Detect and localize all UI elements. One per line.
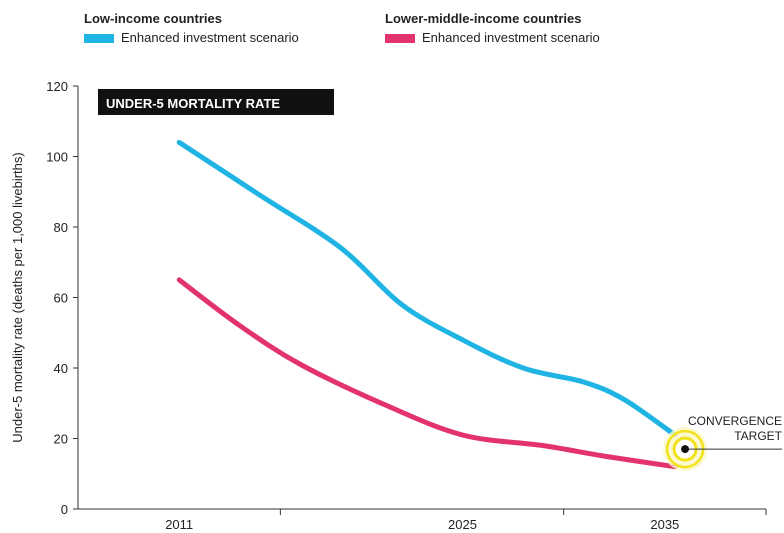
- y-tick-label: 60: [54, 291, 68, 306]
- y-tick-label: 120: [46, 79, 68, 94]
- legend-swatch-pink: [385, 33, 415, 43]
- legend-label: Enhanced investment scenario: [422, 30, 600, 45]
- legend-entry: Enhanced investment scenario: [385, 30, 600, 46]
- legend-group-lower-middle-income: Lower-middle-income countries Enhanced i…: [385, 10, 600, 46]
- legend-group-low-income: Low-income countries Enhanced investment…: [84, 10, 299, 46]
- y-tick-label: 100: [46, 150, 68, 165]
- y-tick-label: 0: [61, 502, 68, 517]
- series-line-low-income: [176, 139, 678, 438]
- legend-label: Enhanced investment scenario: [121, 30, 299, 45]
- y-tick-label: 40: [54, 361, 68, 376]
- legend-group-title: Low-income countries: [84, 11, 222, 26]
- x-tick-label: 2011: [165, 517, 193, 532]
- legend-swatch-blue: [84, 33, 114, 43]
- x-tick-label: 2025: [448, 517, 477, 532]
- legend-entry: Enhanced investment scenario: [84, 30, 299, 46]
- legend-group-title: Lower-middle-income countries: [385, 11, 582, 26]
- annotation-label-line2: TARGET: [734, 429, 782, 443]
- y-axis-label: Under-5 mortality rate (deaths per 1,000…: [10, 152, 25, 442]
- annotation-label-line1: CONVERGENCE: [688, 414, 782, 428]
- target-dot: [681, 445, 690, 454]
- y-tick-label: 20: [54, 432, 68, 447]
- chart-title: UNDER-5 MORTALITY RATE: [106, 96, 280, 111]
- y-tick-label: 80: [54, 220, 68, 235]
- chart-title-box: [98, 89, 334, 115]
- x-tick-label: 2035: [650, 517, 679, 532]
- series-line-lower-middle-income: [176, 277, 678, 470]
